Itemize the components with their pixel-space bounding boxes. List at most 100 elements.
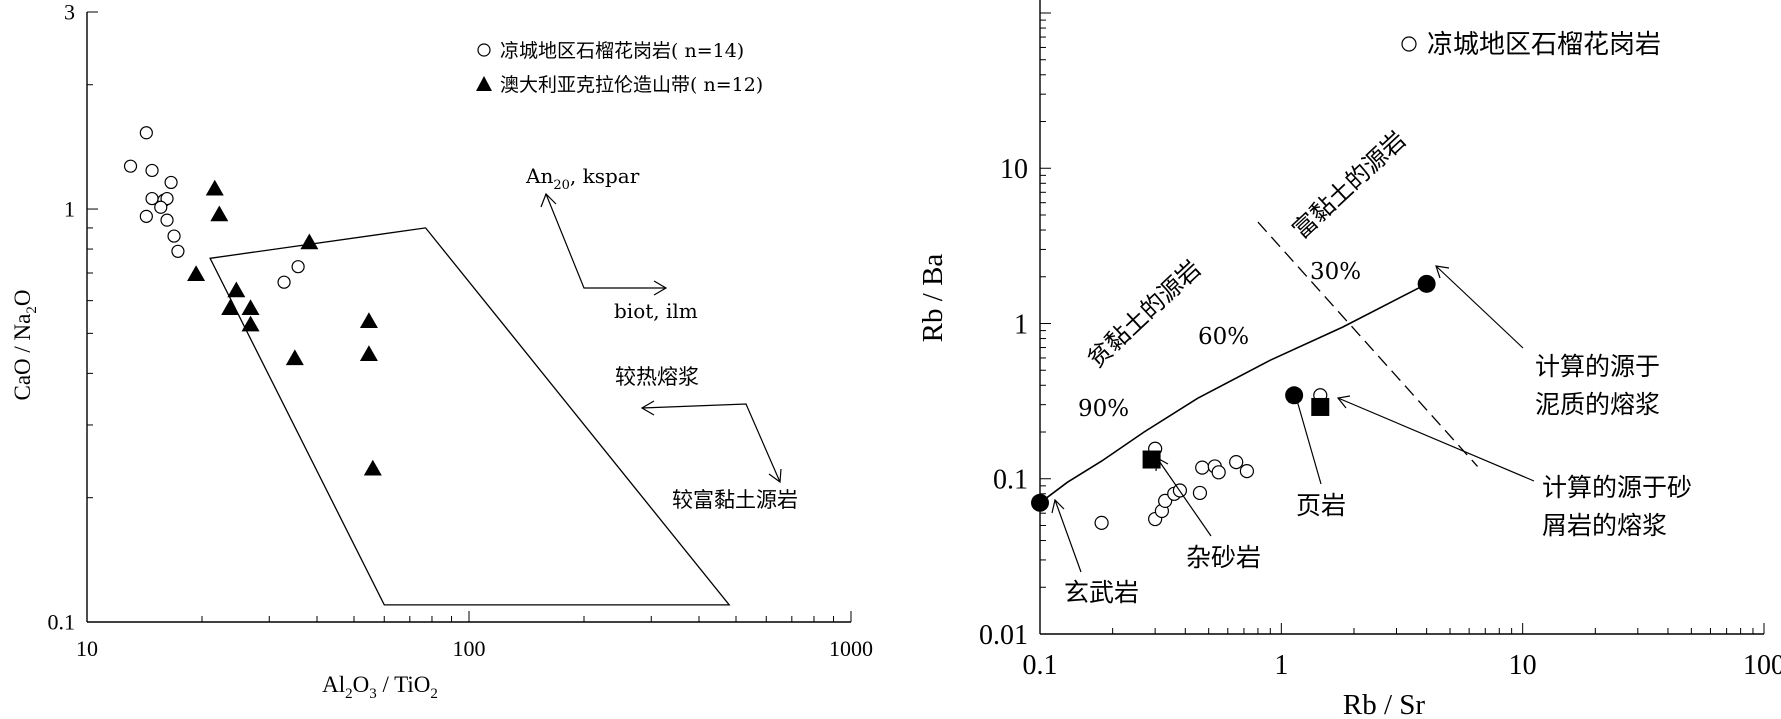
- open-circle-point: [160, 213, 174, 227]
- pelite-melt-label-2: 泥质的熔浆: [1535, 390, 1660, 419]
- arrowhead-an20: [540, 192, 557, 208]
- arrowhead-basalt: [1051, 498, 1065, 514]
- arrowhead-shale: [1288, 388, 1302, 404]
- open-circle-point: [167, 229, 181, 243]
- arrow-pelite-melt: [1435, 265, 1524, 349]
- y-tick-label: 10: [1000, 154, 1028, 185]
- left-field-polygon: [209, 227, 731, 606]
- arrow-hotter-melt-clay: [641, 403, 781, 483]
- legend-triangle-marker: [476, 76, 492, 91]
- basalt-label: 玄武岩: [1064, 578, 1139, 607]
- filled-circle-point: [1031, 493, 1049, 512]
- filled-triangle-point: [187, 265, 206, 282]
- left-x-axis-title: Al2O3 / TiO2: [322, 672, 438, 702]
- x-tick-label: 100: [1743, 650, 1781, 681]
- arrow-an20-to-biot: [545, 193, 666, 289]
- left-data-points: [123, 126, 382, 476]
- filled-square-point: [1311, 397, 1330, 416]
- legend-open-circle-marker: [477, 43, 491, 57]
- clay-poor-source-label: 贫黏土的源岩: [1082, 255, 1206, 374]
- arrowhead-greywacke: [1155, 457, 1169, 472]
- pct-90: 90%: [1078, 396, 1129, 422]
- filled-circle-point: [1417, 274, 1436, 293]
- y-tick-label: 1: [64, 197, 75, 222]
- left-chart: 10 100 1000 0.1 1 3 凉城地区石榴花岗岩( n=14) 澳大利亚克拉伦造…: [10, 0, 873, 702]
- left-annotations: An20, kspar biot, ilm 较热熔浆 较富黏土源岩: [525, 164, 798, 512]
- x-tick-label: 0.1: [1023, 650, 1058, 681]
- legend-entry-2: 澳大利亚克拉伦造山带( n=12): [500, 74, 763, 96]
- x-tick-label: 1: [1274, 650, 1288, 681]
- left-legend: 凉城地区石榴花岗岩( n=14) 澳大利亚克拉伦造山带( n=12): [476, 40, 763, 96]
- open-circle-point: [139, 209, 153, 223]
- filled-triangle-point: [205, 179, 224, 196]
- open-circle-point: [1211, 465, 1226, 480]
- y-tick-label: 0.1: [993, 465, 1028, 496]
- arrowhead-psammite-melt: [1336, 395, 1351, 409]
- filled-triangle-point: [359, 345, 378, 361]
- clay-rich-source-label: 富黏土的源岩: [1287, 126, 1411, 245]
- legend-entry: 凉城地区石榴花岗岩: [1427, 30, 1661, 60]
- filled-triangle-point: [359, 312, 378, 328]
- open-circle-point: [1195, 460, 1210, 475]
- arrow-greywacke: [1156, 457, 1212, 537]
- right-x-axis-title: Rb / Sr: [1343, 689, 1426, 719]
- open-circle-point: [139, 126, 153, 140]
- arrowhead-hotter-melt: [640, 400, 655, 416]
- x-tick-label: 100: [453, 636, 486, 661]
- filled-triangle-point: [300, 233, 319, 250]
- arrowhead-pelite-melt: [1435, 265, 1450, 279]
- arrowhead-clay: [768, 468, 782, 484]
- open-circle-point: [171, 244, 185, 258]
- pelite-melt-label-1: 计算的源于: [1535, 352, 1660, 381]
- left-ticks: [86, 11, 852, 623]
- shale-label: 页岩: [1296, 491, 1346, 520]
- y-tick-label: 1: [1014, 309, 1028, 340]
- open-circle-point: [1239, 464, 1255, 479]
- right-y-axis-title: Rb / Ba: [917, 254, 949, 343]
- left-y-axis-title: CaO / Na2O: [10, 290, 40, 401]
- filled-triangle-point: [241, 315, 260, 332]
- open-circle-point: [145, 163, 159, 178]
- annotation-hotter-melt: 较热熔浆: [615, 365, 699, 389]
- right-data-points: [1031, 274, 1436, 530]
- filled-circle-point: [1285, 386, 1304, 405]
- arrow-basalt: [1054, 499, 1082, 573]
- legend-entry-1: 凉城地区石榴花岗岩( n=14): [500, 40, 744, 62]
- arrow-psammite-melt: [1337, 397, 1535, 482]
- open-circle-point: [291, 260, 305, 274]
- open-circle-point: [1192, 485, 1208, 501]
- filled-triangle-point: [221, 299, 240, 316]
- filled-triangle-point: [210, 205, 229, 222]
- filled-triangle-point: [227, 281, 246, 298]
- clay-divider-dashed-line: [1257, 221, 1478, 467]
- pct-60: 60%: [1198, 324, 1249, 350]
- legend-open-circle-marker: [1401, 36, 1417, 52]
- x-tick-label: 10: [1509, 650, 1537, 681]
- x-tick-label: 10: [76, 636, 98, 661]
- open-circle-point: [123, 159, 138, 173]
- filled-triangle-point: [363, 459, 382, 476]
- x-tick-label: 1000: [829, 636, 873, 661]
- filled-triangle-point: [241, 299, 260, 316]
- open-circle-point: [1229, 455, 1244, 470]
- arrow-shale: [1293, 389, 1322, 485]
- open-circle-point: [164, 175, 178, 190]
- y-tick-label: 3: [64, 0, 75, 25]
- pct-30: 30%: [1310, 259, 1361, 285]
- mixing-curve: [1039, 283, 1427, 504]
- left-tick-labels: 10 100 1000 0.1 1 3: [48, 0, 874, 661]
- psammite-melt-label-2: 屑岩的熔浆: [1542, 511, 1667, 540]
- open-circle-point: [1094, 515, 1109, 530]
- open-circle-point: [154, 200, 168, 214]
- annotation-biot-ilm: biot, ilm: [614, 299, 698, 323]
- arrowhead-biot: [653, 280, 668, 296]
- filled-triangle-point: [285, 349, 304, 366]
- annotation-an20-kspar: An20, kspar: [525, 164, 640, 193]
- greywacke-label: 杂砂岩: [1186, 543, 1261, 572]
- right-legend: 凉城地区石榴花岗岩: [1401, 30, 1661, 60]
- annotation-clay-rich-source: 较富黏土源岩: [672, 488, 798, 512]
- y-tick-label: 0.1: [48, 610, 76, 635]
